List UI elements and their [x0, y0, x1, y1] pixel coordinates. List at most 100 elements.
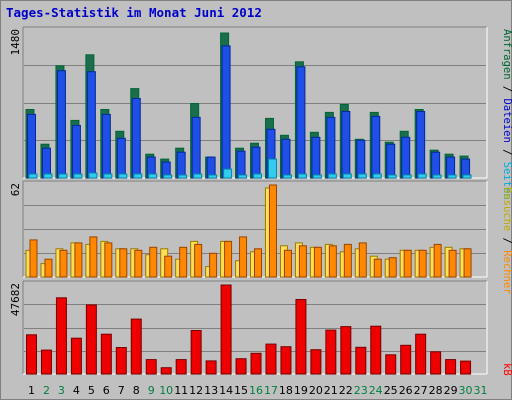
right-label-top: Anfragen / Dateien / Seiten [501, 29, 512, 200]
bar-seiten [432, 174, 442, 179]
bar-kb [415, 333, 427, 375]
right-label-top-part: Dateien [501, 99, 512, 143]
bar-seiten [312, 174, 322, 179]
bar-seiten [402, 174, 412, 179]
bar-rechner [134, 249, 143, 278]
bar-rechner [283, 249, 292, 278]
bar-kb [235, 358, 247, 375]
bar-dateien [116, 137, 126, 179]
bar-rechner [328, 245, 337, 278]
bar-rechner [224, 240, 233, 278]
bar-rechner [119, 248, 128, 278]
x-tick-label: 19 [294, 384, 308, 397]
bar-kb [115, 347, 127, 375]
bar-rechner [313, 246, 322, 278]
x-tick-label: 9 [148, 384, 155, 397]
bar-kb [310, 349, 322, 375]
right-label-bottom-part: kB [501, 363, 512, 376]
bar-kb [205, 360, 217, 375]
bar-dateien [386, 143, 396, 179]
x-tick-label: 4 [73, 384, 80, 397]
bar-kb [355, 346, 367, 375]
bar-rechner [29, 239, 38, 278]
bar-seiten [103, 173, 113, 179]
bar-kb [280, 346, 292, 375]
bar-kb [370, 325, 382, 375]
bar-dateien [221, 45, 231, 179]
bar-dateien [311, 136, 321, 179]
bar-rechner [268, 184, 277, 278]
bar-dateien [401, 136, 411, 179]
bar-rechner [418, 249, 427, 278]
bar-seiten [163, 174, 173, 179]
x-tick-label: 28 [429, 384, 443, 397]
y-max-label: 47682 [9, 283, 22, 316]
bar-dateien [236, 150, 246, 179]
bar-dateien [176, 151, 186, 179]
bar-dateien [296, 66, 306, 179]
x-tick-label: 14 [219, 384, 233, 397]
bar-kb [190, 330, 202, 375]
bar-rechner [194, 243, 203, 278]
bar-seiten [193, 173, 203, 179]
bar-kb [295, 299, 307, 375]
x-tick-label: 30 [459, 384, 473, 397]
right-label-top-part: Anfragen [501, 29, 512, 80]
x-tick-label: 5 [88, 384, 95, 397]
bar-seiten [28, 173, 38, 179]
bar-rechner [463, 248, 472, 278]
bar-rechner [298, 245, 307, 278]
x-tick-label: 31 [474, 384, 488, 397]
x-tick-label: 1 [28, 384, 35, 397]
x-tick-label: 29 [444, 384, 458, 397]
bar-kb [175, 359, 187, 375]
x-tick-label: 27 [414, 384, 428, 397]
bar-kb [400, 344, 412, 375]
bar-rechner [358, 242, 367, 278]
bar-dateien [251, 146, 261, 179]
bar-rechner [164, 255, 173, 278]
bar-seiten [88, 172, 98, 179]
bar-seiten [447, 174, 457, 179]
bar-rechner [44, 258, 53, 278]
bar-rechner [59, 249, 68, 278]
bar-seiten [357, 173, 367, 179]
x-tick-label: 16 [249, 384, 263, 397]
right-label-middle: Besuche / Rechner [501, 187, 512, 295]
right-label-bottom: kB [501, 363, 512, 376]
bar-rechner [104, 242, 113, 278]
bar-dateien [56, 70, 66, 179]
bar-seiten [253, 173, 263, 179]
bar-seiten [58, 173, 68, 179]
bar-kb [340, 326, 352, 375]
bar-dateien [131, 98, 141, 179]
right-label-top-part: Seiten [501, 162, 512, 200]
bar-rechner [149, 246, 158, 278]
x-tick-label: 11 [174, 384, 188, 397]
x-tick-label: 10 [159, 384, 173, 397]
bar-rechner [239, 236, 248, 278]
x-tick-label: 17 [264, 384, 278, 397]
x-tick-label: 6 [103, 384, 110, 397]
x-tick-label: 2 [43, 384, 50, 397]
bar-seiten [73, 173, 83, 179]
bar-dateien [371, 115, 381, 179]
bar-seiten [327, 173, 337, 179]
bar-seiten [178, 174, 188, 179]
x-tick-label: 21 [324, 384, 338, 397]
bar-rechner [388, 257, 397, 278]
bar-kb [445, 359, 457, 375]
bar-kb [55, 297, 67, 375]
bar-rechner [89, 236, 98, 278]
right-label-middle-part: Rechner [501, 250, 512, 294]
bar-kb [460, 360, 472, 375]
bar-rechner [254, 248, 263, 278]
right-label-middle-separator: / [501, 231, 512, 250]
x-tick-label: 7 [118, 384, 125, 397]
bar-seiten [208, 174, 218, 179]
bar-kb [26, 334, 37, 375]
x-tick-label: 20 [309, 384, 323, 397]
bar-kb [85, 304, 97, 375]
bar-rechner [433, 243, 442, 278]
